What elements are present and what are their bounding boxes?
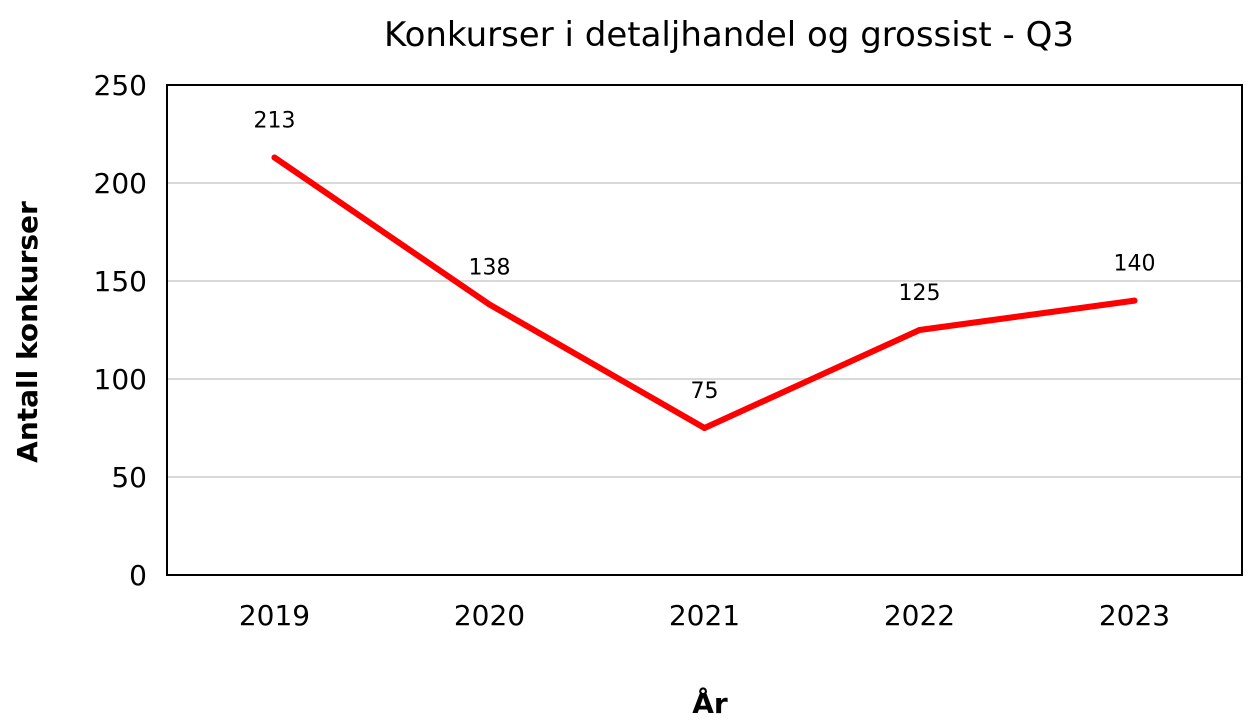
data-point — [1131, 297, 1138, 304]
y-axis-title: Antall konkurser — [11, 201, 44, 463]
y-axis-tick-labels: 0 50 100 150 200 250 — [94, 69, 147, 592]
y-tick-label: 250 — [94, 69, 147, 102]
y-tick-label: 200 — [94, 167, 147, 200]
plot-area — [166, 84, 1243, 576]
y-tick-label: 50 — [111, 461, 147, 494]
data-label: 138 — [469, 256, 511, 281]
data-labels: 213 138 75 125 140 — [254, 109, 1156, 404]
x-tick-label: 2021 — [669, 599, 740, 632]
data-label: 140 — [1114, 252, 1156, 277]
data-label: 125 — [899, 281, 941, 306]
data-point — [271, 154, 278, 161]
y-tick-label: 100 — [94, 363, 147, 396]
data-point — [701, 425, 708, 431]
data-label: 75 — [691, 379, 719, 404]
y-tick-label: 150 — [94, 265, 147, 298]
x-tick-label: 2020 — [454, 599, 525, 632]
x-tick-label: 2023 — [1099, 599, 1170, 632]
x-tick-label: 2022 — [884, 599, 955, 632]
x-axis-title: År — [692, 686, 728, 720]
x-axis-tick-labels: 2019 2020 2021 2022 2023 — [239, 599, 1170, 632]
data-point — [486, 301, 493, 308]
series-group — [271, 154, 1138, 431]
x-tick-label: 2019 — [239, 599, 310, 632]
data-point — [916, 327, 923, 333]
y-tick-label: 0 — [129, 559, 147, 592]
data-label: 213 — [254, 109, 296, 134]
chart-title: Konkurser i detaljhandel og grossist - Q… — [384, 15, 1074, 55]
gridlines — [167, 182, 1242, 478]
